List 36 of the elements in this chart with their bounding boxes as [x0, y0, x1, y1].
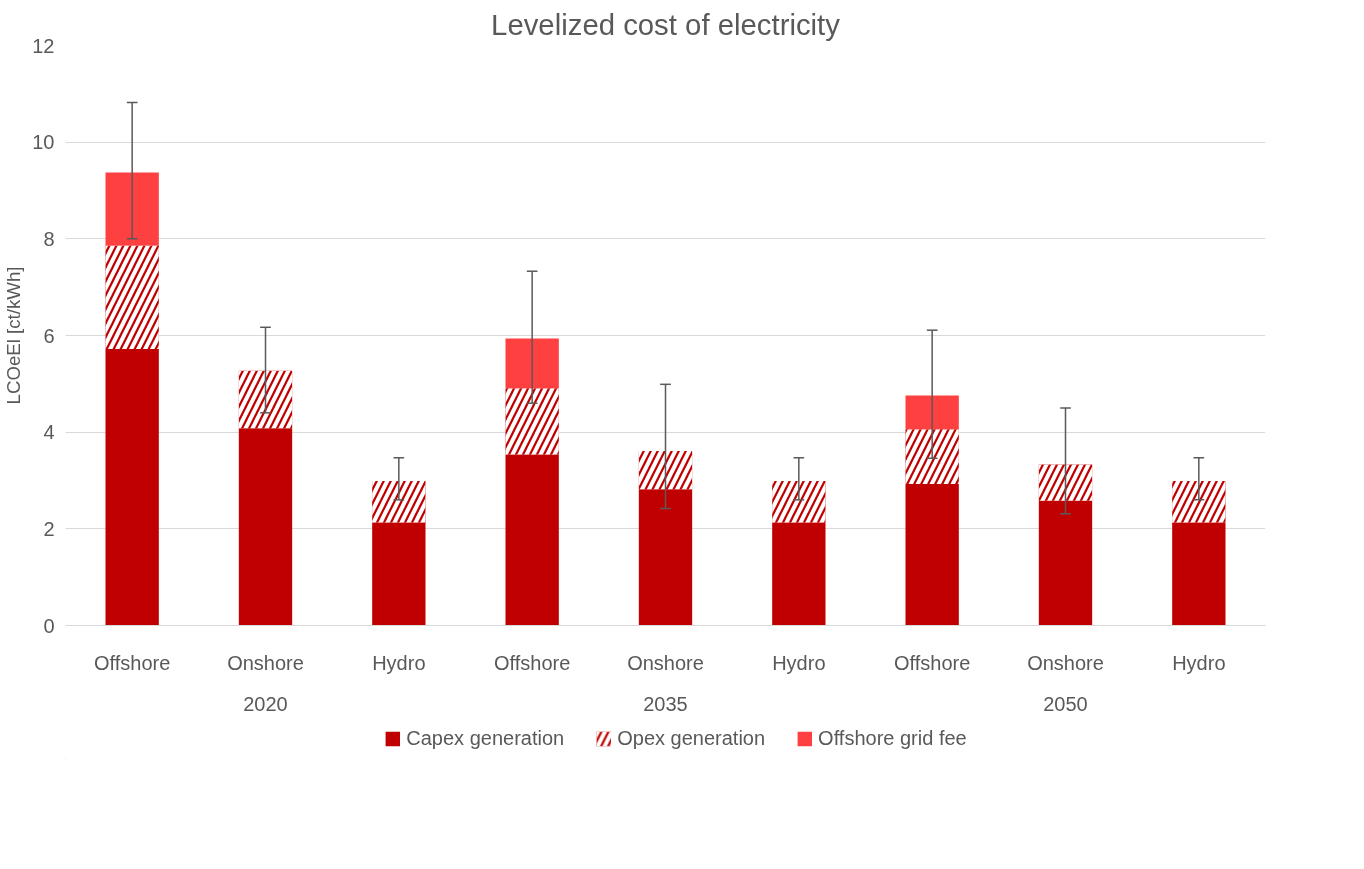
bar [505, 338, 559, 389]
bar [105, 172, 159, 246]
y-tick-label: 2 [43, 517, 55, 540]
x-tick-label: Onshore [627, 651, 704, 674]
x-tick-label: Offshore [894, 651, 971, 674]
text: 2020 [243, 692, 288, 715]
bar [905, 483, 959, 626]
x-tick-label: Onshore [227, 651, 304, 674]
bar [638, 489, 693, 626]
bar [1172, 522, 1226, 626]
bar [372, 522, 426, 626]
x-tick-label: Hydro [1172, 651, 1226, 674]
legend-label: Opex generation [617, 726, 766, 750]
bar [238, 428, 293, 626]
chart-title: Levelized cost of electricity [491, 7, 841, 41]
y-tick-label: 12 [32, 34, 55, 57]
y-tick-label: 10 [32, 131, 55, 154]
text: 2035 [643, 692, 688, 715]
bar [772, 522, 826, 626]
y-tick-label: 6 [43, 324, 55, 347]
x-tick-label: Onshore [1027, 651, 1104, 674]
y-tick-label: 0 [43, 614, 55, 637]
text: 2050 [1043, 692, 1088, 715]
bar [105, 349, 159, 626]
legend-label: Offshore grid fee [818, 726, 967, 750]
x-tick-label: Offshore [494, 651, 571, 674]
x-tick-label: Offshore [94, 651, 171, 674]
y-tick-label: 8 [43, 227, 55, 250]
y-axis-title: LCOeEl [ct/kWh] [3, 266, 25, 405]
legend-label: Capex generation [406, 726, 565, 750]
x-tick-label: Hydro [772, 651, 826, 674]
x-tick-label: Hydro [372, 651, 426, 674]
bar [1038, 500, 1093, 626]
bar [905, 395, 959, 430]
bar [505, 454, 559, 626]
y-tick-label: 4 [43, 421, 55, 444]
